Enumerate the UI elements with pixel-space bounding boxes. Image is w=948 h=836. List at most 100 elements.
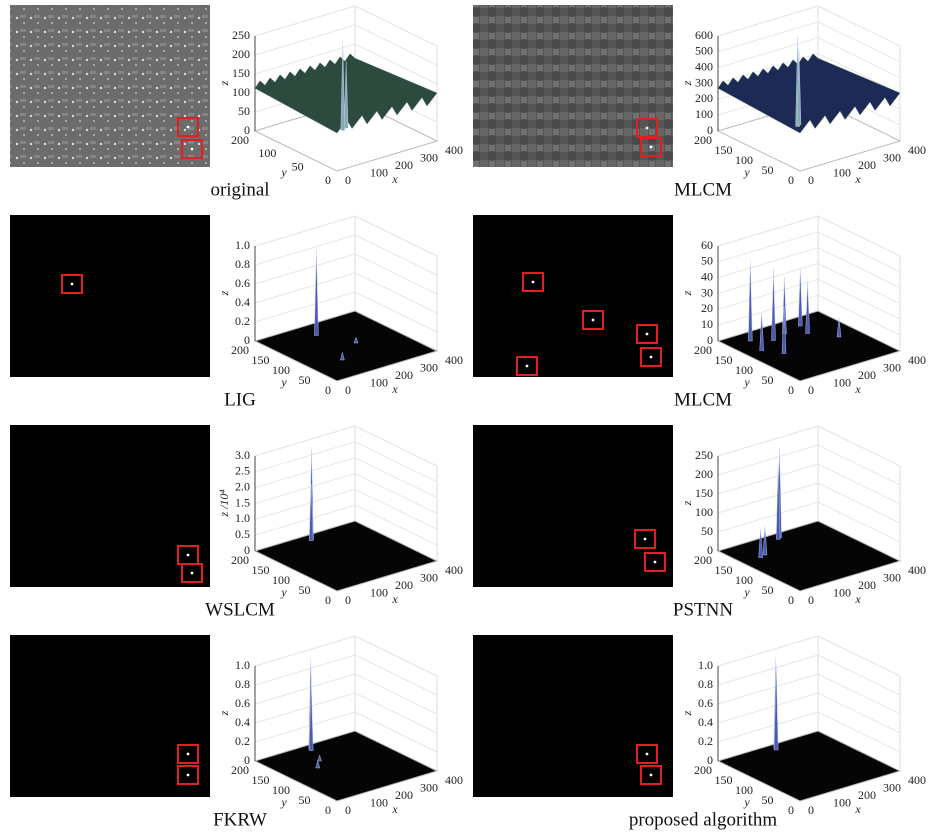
z-tick-label: 20 bbox=[701, 301, 713, 315]
z-tick-label: 50 bbox=[238, 104, 250, 118]
x-axis-label: x bbox=[391, 592, 398, 606]
x-axis-label: x bbox=[854, 802, 861, 816]
x-tick-label: 400 bbox=[445, 773, 463, 787]
x-tick-label: 200 bbox=[858, 368, 876, 382]
x-tick-label: 400 bbox=[445, 563, 463, 577]
y-tick-label: 50 bbox=[299, 373, 311, 387]
panel-caption: MLCM bbox=[674, 389, 732, 410]
z-axis-label: z bbox=[217, 710, 231, 716]
panel-image bbox=[10, 5, 210, 167]
x-tick-label: 100 bbox=[833, 165, 851, 179]
z-tick-label: 250 bbox=[232, 28, 250, 42]
x-tick-label: 300 bbox=[420, 570, 438, 584]
z-tick-label: 1.0 bbox=[235, 238, 250, 252]
x-tick-label: 200 bbox=[395, 578, 413, 592]
z-axis-label: z bbox=[217, 80, 231, 86]
z-tick-label: 0.2 bbox=[235, 734, 250, 748]
z-tick-label: 100 bbox=[232, 85, 250, 99]
x-tick-label: 400 bbox=[445, 143, 463, 157]
x-tick-label: 100 bbox=[370, 375, 388, 389]
y-tick-label: 150 bbox=[252, 353, 270, 367]
y-tick-label: 0 bbox=[788, 803, 794, 817]
x-axis-label: x bbox=[391, 802, 398, 816]
z-tick-label: 500 bbox=[695, 44, 713, 58]
y-axis-label: y bbox=[280, 795, 287, 809]
figure: original05010015020025020010050001002003… bbox=[0, 0, 948, 836]
y-tick-label: 150 bbox=[715, 143, 733, 157]
target-dot bbox=[646, 333, 649, 336]
panel-image bbox=[473, 425, 673, 587]
z-tick-label: 0.5 bbox=[235, 527, 250, 541]
z-tick-label: 200 bbox=[695, 91, 713, 105]
z-tick-label: 400 bbox=[695, 59, 713, 73]
x-tick-label: 200 bbox=[395, 788, 413, 802]
y-tick-label: 50 bbox=[292, 159, 304, 173]
x-tick-label: 300 bbox=[420, 150, 438, 164]
x-tick-label: 0 bbox=[345, 173, 351, 187]
target-dot bbox=[650, 774, 653, 777]
y-tick-label: 50 bbox=[762, 373, 774, 387]
panel: LIG00.20.40.60.81.0200150100500010020030… bbox=[10, 215, 463, 410]
y-tick-label: 150 bbox=[252, 563, 270, 577]
z-axis-label: z bbox=[680, 500, 694, 506]
x-axis-label: x bbox=[391, 382, 398, 396]
y-axis-label: y bbox=[280, 165, 287, 179]
z-tick-label: 3.0 bbox=[235, 448, 250, 462]
z-tick-label: 2.0 bbox=[235, 479, 250, 493]
z-tick-label: 0.4 bbox=[698, 715, 713, 729]
panel-caption: proposed algorithm bbox=[629, 809, 778, 830]
x-tick-label: 100 bbox=[370, 165, 388, 179]
target-dot bbox=[187, 126, 190, 129]
x-tick-label: 300 bbox=[883, 780, 901, 794]
panel-image bbox=[10, 635, 210, 797]
x-tick-label: 100 bbox=[833, 795, 851, 809]
z-tick-label: 0.6 bbox=[235, 696, 250, 710]
x-tick-label: 100 bbox=[833, 375, 851, 389]
y-tick-label: 200 bbox=[231, 763, 249, 777]
z-tick-label: 200 bbox=[232, 47, 250, 61]
z-tick-label: 50 bbox=[701, 524, 713, 538]
x-tick-label: 0 bbox=[345, 593, 351, 607]
y-tick-label: 50 bbox=[299, 793, 311, 807]
z-tick-label: 150 bbox=[232, 66, 250, 80]
x-tick-label: 300 bbox=[420, 360, 438, 374]
target-dot bbox=[191, 572, 194, 575]
z-tick-label: 1.0 bbox=[698, 658, 713, 672]
y-tick-label: 0 bbox=[788, 593, 794, 607]
x-axis-label: x bbox=[391, 172, 398, 186]
panel-caption: LIG bbox=[224, 389, 256, 410]
y-tick-label: 200 bbox=[231, 553, 249, 567]
y-tick-label: 50 bbox=[299, 583, 311, 597]
z-tick-label: 100 bbox=[695, 505, 713, 519]
z-tick-label: 600 bbox=[695, 28, 713, 42]
panel: MLCM010203040506020015010050001002003004… bbox=[473, 215, 926, 410]
x-tick-label: 300 bbox=[883, 570, 901, 584]
z-tick-label: 0.2 bbox=[235, 314, 250, 328]
x-tick-label: 100 bbox=[833, 585, 851, 599]
panel-image bbox=[473, 635, 673, 797]
y-axis-label: y bbox=[280, 585, 287, 599]
z-tick-label: 150 bbox=[695, 486, 713, 500]
target-dot bbox=[187, 753, 190, 756]
x-tick-label: 300 bbox=[883, 150, 901, 164]
y-tick-label: 0 bbox=[325, 803, 331, 817]
z-tick-label: 30 bbox=[701, 285, 713, 299]
y-tick-label: 150 bbox=[715, 563, 733, 577]
z-tick-label: 0.2 bbox=[698, 734, 713, 748]
z-axis-label: z bbox=[680, 80, 694, 86]
target-dot bbox=[650, 356, 653, 359]
y-tick-label: 200 bbox=[694, 553, 712, 567]
y-axis-label: y bbox=[280, 375, 287, 389]
x-tick-label: 300 bbox=[883, 360, 901, 374]
z-tick-label: 0.6 bbox=[698, 696, 713, 710]
panel: proposed algorithm00.20.40.60.81.0200150… bbox=[473, 635, 926, 830]
z-axis-label: z /10⁴ bbox=[217, 489, 231, 517]
panel-caption: PSTNN bbox=[673, 599, 733, 620]
x-tick-label: 100 bbox=[370, 585, 388, 599]
y-tick-label: 150 bbox=[715, 353, 733, 367]
y-tick-label: 0 bbox=[788, 383, 794, 397]
x-tick-label: 300 bbox=[420, 780, 438, 794]
z-tick-label: 1.5 bbox=[235, 495, 250, 509]
panel-image bbox=[473, 215, 673, 377]
